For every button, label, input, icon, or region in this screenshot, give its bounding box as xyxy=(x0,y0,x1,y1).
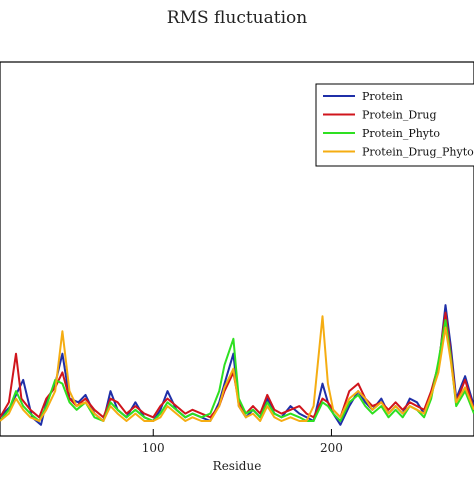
series-line-protein-phyto xyxy=(0,319,474,422)
legend-entry-label: Protein_Drug xyxy=(362,109,437,122)
legend-entry-label: Protein_Drug_Phyto xyxy=(362,146,474,159)
legend-entry-label: Protein xyxy=(362,90,403,103)
x-axis-label: Residue xyxy=(213,459,262,473)
x-tick-label: 200 xyxy=(320,441,343,455)
series-line-protein-drug-phyto xyxy=(0,315,474,422)
x-tick-label: 100 xyxy=(142,441,165,455)
series-line-protein-drug xyxy=(0,311,474,419)
legend: Protein Protein_Drug Protein_Phyto Protein_… xyxy=(315,83,474,167)
series-line-protein xyxy=(0,304,474,426)
legend-entry-label: Protein_Phyto xyxy=(362,127,440,140)
plot-area-frame xyxy=(0,61,474,437)
chart-title: RMS fluctuation xyxy=(167,8,307,28)
